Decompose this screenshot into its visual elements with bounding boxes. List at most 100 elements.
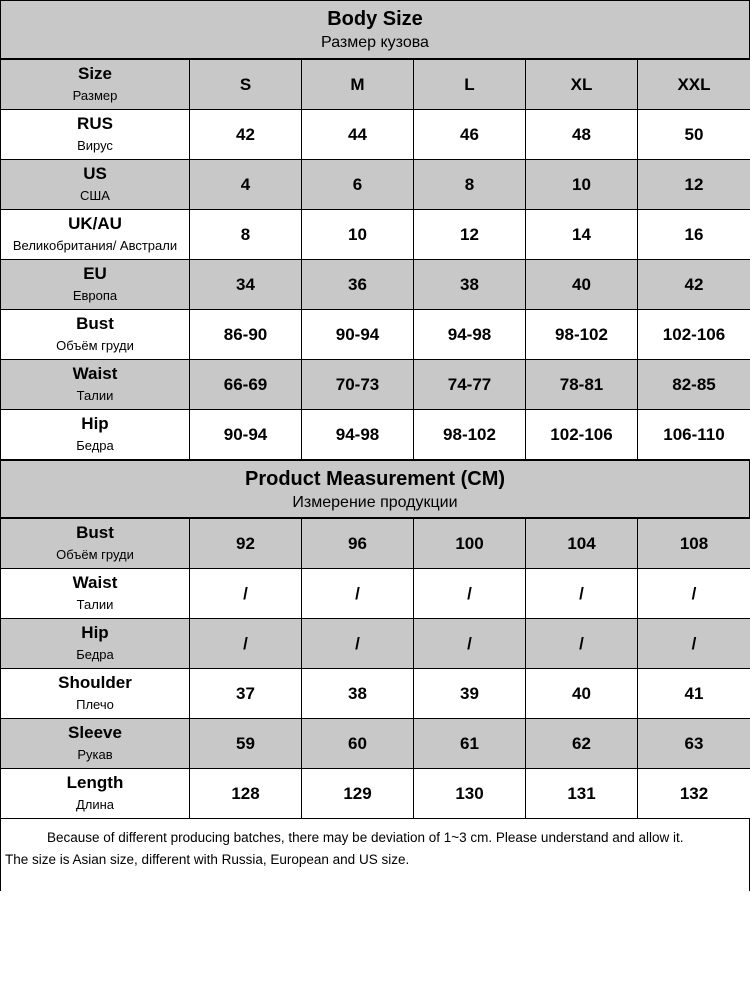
value-cell: 6 bbox=[301, 159, 414, 210]
table-row: EU Европа 34 36 38 40 42 bbox=[0, 259, 750, 310]
row-label-ru: Великобритания/ Австрали bbox=[12, 238, 178, 253]
row-label-cell: UK/AU Великобритания/ Австрали bbox=[0, 209, 190, 260]
row-label-cell: RUS Вирус bbox=[0, 109, 190, 160]
body-size-subtitle: Размер кузова bbox=[321, 34, 429, 51]
row-label-ru: Рукав bbox=[77, 747, 113, 762]
value-cell: 66-69 bbox=[189, 359, 302, 410]
table-row: Waist Талии 66-69 70-73 74-77 78-81 82-85 bbox=[0, 359, 750, 410]
row-label: Bust bbox=[76, 523, 114, 542]
value-cell: / bbox=[525, 618, 638, 669]
value-cell: 131 bbox=[525, 768, 638, 819]
row-label-ru: Объём груди bbox=[56, 338, 134, 353]
value-cell: 74-77 bbox=[413, 359, 526, 410]
value-cell: 90-94 bbox=[301, 309, 414, 360]
row-label-cell: EU Европа bbox=[0, 259, 190, 310]
row-label: RUS bbox=[77, 114, 113, 133]
value-cell: 40 bbox=[525, 259, 638, 310]
value-cell: 8 bbox=[189, 209, 302, 260]
value-cell: 10 bbox=[301, 209, 414, 260]
row-label-cell: US США bbox=[0, 159, 190, 210]
value-cell: 48 bbox=[525, 109, 638, 160]
value-cell: 61 bbox=[413, 718, 526, 769]
table-row: UK/AU Великобритания/ Австрали 8 10 12 14 16 bbox=[0, 209, 750, 260]
product-measurement-subtitle: Измерение продукции bbox=[292, 494, 458, 511]
row-label-ru: Талии bbox=[76, 597, 114, 612]
row-label: EU bbox=[83, 264, 107, 283]
row-label: Hip bbox=[81, 623, 109, 642]
value-cell: 102-106 bbox=[637, 309, 750, 360]
value-cell: 102-106 bbox=[525, 409, 638, 460]
value-cell: 63 bbox=[637, 718, 750, 769]
value-cell: 94-98 bbox=[301, 409, 414, 460]
table-row: Length Длина 128 129 130 131 132 bbox=[0, 768, 750, 819]
size-header-cell: XXL bbox=[637, 59, 750, 110]
row-label: Length bbox=[66, 773, 124, 792]
value-cell: 129 bbox=[301, 768, 414, 819]
size-header-row: Size Размер S M L XL XXL bbox=[0, 59, 750, 110]
value-cell: 104 bbox=[525, 518, 638, 569]
row-label-cell: Waist Талии bbox=[0, 359, 190, 410]
table-row: Hip Бедра 90-94 94-98 98-102 102-106 106-110 bbox=[0, 409, 750, 460]
value-cell: / bbox=[189, 618, 302, 669]
value-cell: 60 bbox=[301, 718, 414, 769]
row-label: Size bbox=[77, 64, 113, 83]
value-cell: 128 bbox=[189, 768, 302, 819]
value-cell: 70-73 bbox=[301, 359, 414, 410]
size-header-cell: S bbox=[189, 59, 302, 110]
size-notes: Because of different producing batches, … bbox=[0, 819, 750, 891]
value-cell: 108 bbox=[637, 518, 750, 569]
value-cell: / bbox=[189, 568, 302, 619]
value-cell: / bbox=[637, 618, 750, 669]
value-cell: 98-102 bbox=[413, 409, 526, 460]
row-label-cell: Bust Объём груди bbox=[0, 309, 190, 360]
row-label-ru: Вирус bbox=[77, 138, 113, 153]
value-cell: 10 bbox=[525, 159, 638, 210]
value-cell: 14 bbox=[525, 209, 638, 260]
row-label-ru: Бедра bbox=[76, 647, 114, 662]
row-label-ru: Талии bbox=[76, 388, 114, 403]
value-cell: 36 bbox=[301, 259, 414, 310]
value-cell: 4 bbox=[189, 159, 302, 210]
row-label: Sleeve bbox=[68, 723, 122, 742]
table-row: Sleeve Рукав 59 60 61 62 63 bbox=[0, 718, 750, 769]
table-row: Bust Объём груди 92 96 100 104 108 bbox=[0, 518, 750, 569]
value-cell: 16 bbox=[637, 209, 750, 260]
product-measurement-title: Product Measurement (CM) bbox=[244, 468, 506, 490]
value-cell: 44 bbox=[301, 109, 414, 160]
row-label-cell: Hip Бедра bbox=[0, 618, 190, 669]
row-label: US bbox=[83, 164, 107, 183]
value-cell: 41 bbox=[637, 668, 750, 719]
product-measurement-table: Bust Объём груди 92 96 100 104 108 Waist Талии / /… bbox=[0, 518, 750, 819]
table-row: US США 4 6 8 10 12 bbox=[0, 159, 750, 210]
value-cell: / bbox=[637, 568, 750, 619]
table-row: Hip Бедра / / / / / bbox=[0, 618, 750, 669]
value-cell: 62 bbox=[525, 718, 638, 769]
value-cell: 90-94 bbox=[189, 409, 302, 460]
body-size-table: Size Размер S M L XL XXL RUS Вирус 42 44 46 4… bbox=[0, 59, 750, 460]
row-label-ru: Европа bbox=[72, 288, 118, 303]
table-row: Waist Талии / / / / / bbox=[0, 568, 750, 619]
size-header-cell: L bbox=[413, 59, 526, 110]
row-label-ru: Размер bbox=[72, 88, 118, 103]
value-cell: 96 bbox=[301, 518, 414, 569]
value-cell: / bbox=[525, 568, 638, 619]
row-label-cell: Bust Объём груди bbox=[0, 518, 190, 569]
value-cell: 39 bbox=[413, 668, 526, 719]
value-cell: 130 bbox=[413, 768, 526, 819]
table-row: Shoulder Плечо 37 38 39 40 41 bbox=[0, 668, 750, 719]
value-cell: 37 bbox=[189, 668, 302, 719]
value-cell: 12 bbox=[637, 159, 750, 210]
row-label-cell: Shoulder Плечо bbox=[0, 668, 190, 719]
value-cell: / bbox=[301, 618, 414, 669]
row-label-ru: Плечо bbox=[76, 697, 114, 712]
row-label-cell: Waist Талии bbox=[0, 568, 190, 619]
value-cell: 78-81 bbox=[525, 359, 638, 410]
body-size-title: Body Size bbox=[327, 8, 423, 30]
row-label: Hip bbox=[81, 414, 109, 433]
size-chart: Body Size Размер кузова Size Размер S M … bbox=[0, 0, 750, 819]
value-cell: 34 bbox=[189, 259, 302, 310]
value-cell: 38 bbox=[301, 668, 414, 719]
value-cell: / bbox=[413, 618, 526, 669]
row-label-cell: Length Длина bbox=[0, 768, 190, 819]
value-cell: 132 bbox=[637, 768, 750, 819]
